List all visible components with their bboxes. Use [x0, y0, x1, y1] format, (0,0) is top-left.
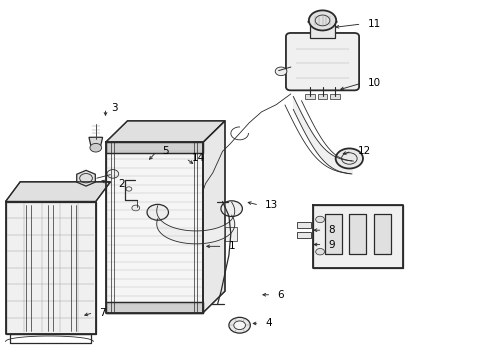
Text: 12: 12: [357, 146, 370, 156]
Polygon shape: [77, 170, 95, 186]
Circle shape: [147, 204, 168, 220]
Bar: [329, 94, 339, 99]
Bar: [310, 22, 334, 39]
Polygon shape: [348, 214, 366, 253]
Circle shape: [90, 143, 102, 152]
Circle shape: [308, 10, 335, 31]
Text: 4: 4: [264, 319, 271, 328]
Text: 3: 3: [111, 103, 118, 113]
Circle shape: [221, 201, 242, 217]
Circle shape: [315, 216, 324, 223]
Polygon shape: [105, 142, 203, 153]
Circle shape: [132, 205, 140, 211]
Text: 5: 5: [162, 146, 169, 156]
Polygon shape: [312, 205, 402, 268]
FancyBboxPatch shape: [285, 33, 358, 90]
Circle shape: [275, 67, 286, 76]
Text: 9: 9: [328, 239, 334, 249]
Circle shape: [228, 318, 250, 333]
Polygon shape: [105, 142, 203, 313]
Text: 7: 7: [99, 308, 105, 318]
Polygon shape: [5, 202, 96, 334]
Text: 2: 2: [119, 179, 125, 189]
Bar: [305, 94, 315, 99]
Circle shape: [233, 321, 245, 329]
Bar: [224, 226, 236, 241]
Bar: [297, 222, 310, 228]
Polygon shape: [5, 182, 110, 202]
Bar: [317, 94, 327, 99]
Text: 6: 6: [277, 290, 283, 300]
Polygon shape: [325, 214, 341, 253]
Bar: [297, 232, 310, 238]
Text: 8: 8: [328, 225, 334, 235]
Polygon shape: [373, 214, 390, 253]
Text: 1: 1: [228, 241, 235, 251]
Circle shape: [315, 248, 324, 255]
Text: 13: 13: [264, 200, 278, 210]
Polygon shape: [307, 17, 336, 22]
Text: 14: 14: [191, 153, 204, 163]
Text: 11: 11: [366, 19, 380, 29]
Polygon shape: [203, 121, 224, 313]
Polygon shape: [89, 137, 102, 146]
Polygon shape: [105, 302, 203, 313]
Polygon shape: [105, 121, 224, 142]
Text: 10: 10: [366, 78, 380, 88]
Circle shape: [335, 148, 362, 168]
Circle shape: [107, 170, 119, 178]
